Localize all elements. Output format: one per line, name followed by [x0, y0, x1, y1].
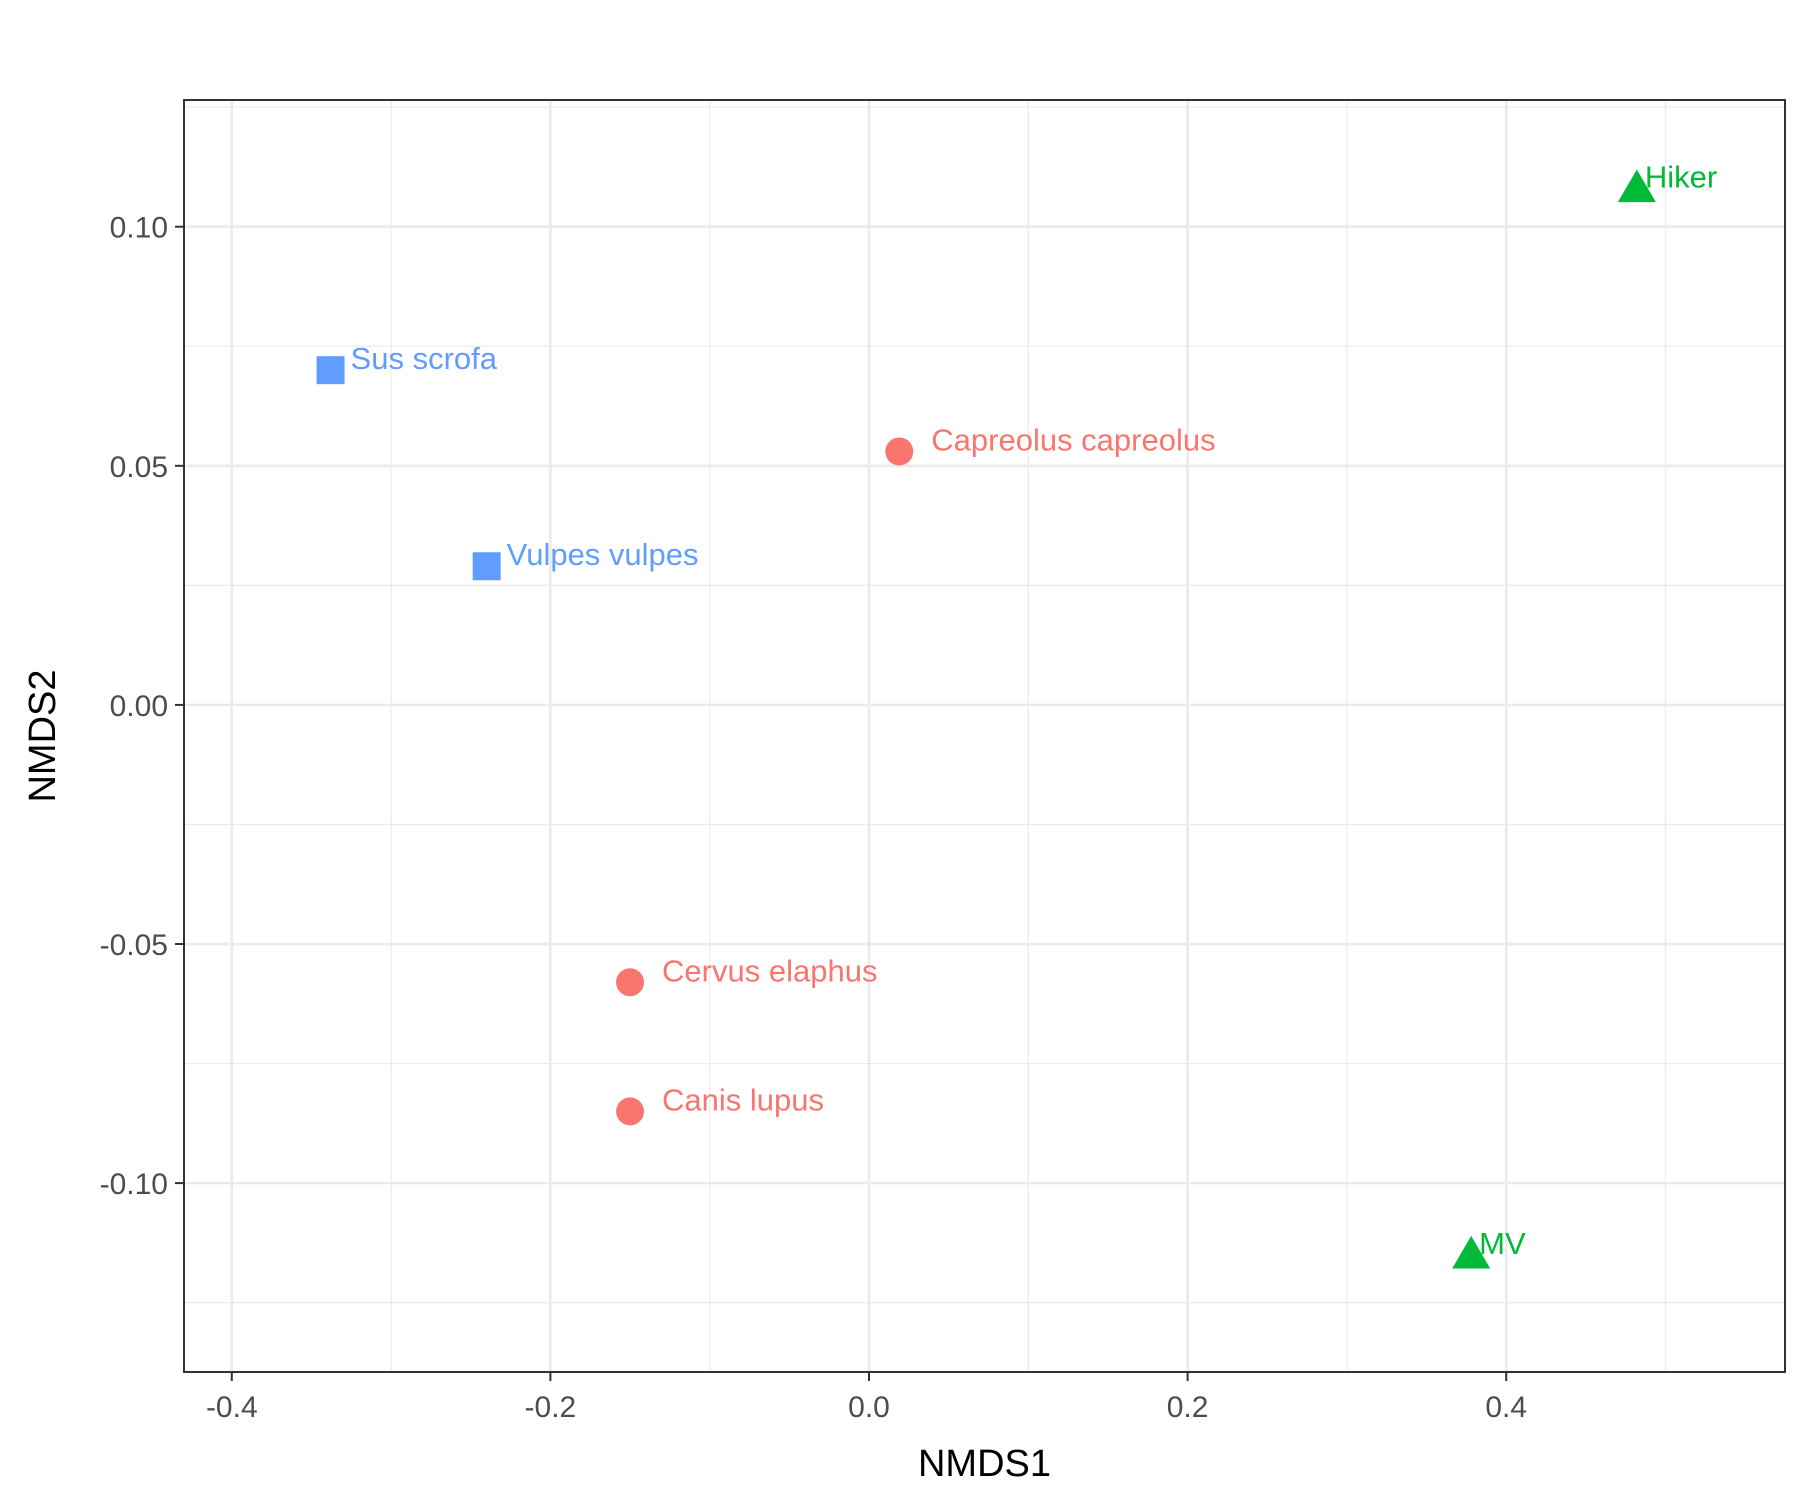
point-capreolus-capreolus: [885, 437, 914, 466]
major-gridlines: [184, 100, 1785, 1372]
panel-background: [184, 100, 1785, 1372]
label-canis-lupus: Canis lupus: [662, 1082, 824, 1117]
point-sus-scrofa: [316, 356, 345, 385]
minor-gridlines: [184, 100, 1785, 1372]
y-axis-title: NMDS2: [22, 669, 64, 802]
y-tick-label: -0.05: [100, 929, 168, 962]
label-cervus-elaphus: Cervus elaphus: [662, 953, 877, 988]
data-points: [316, 169, 1656, 1269]
x-axis-title: NMDS1: [918, 1443, 1051, 1485]
y-axis-ticks: -0.10 -0.05 0.00 0.05 0.10: [100, 212, 184, 1201]
x-axis-ticks: -0.4 -0.2 0.0 0.2 0.4: [206, 1372, 1527, 1424]
x-tick-label: -0.4: [206, 1391, 258, 1424]
x-tick-label: 0.4: [1485, 1391, 1527, 1424]
point-hiker: [1617, 169, 1656, 203]
panel-border: [183, 99, 1786, 1373]
label-vulpes-vulpes: Vulpes vulpes: [507, 537, 699, 572]
x-tick-label: 0.0: [848, 1391, 890, 1424]
point-mv: [1452, 1235, 1491, 1269]
point-labels: Capreolus capreolus Cervus elaphus Canis l…: [351, 159, 1718, 1260]
point-canis-lupus: [616, 1097, 645, 1126]
point-vulpes-vulpes: [472, 552, 501, 581]
label-hiker: Hiker: [1645, 159, 1717, 194]
label-capreolus-capreolus: Capreolus capreolus: [931, 422, 1215, 457]
y-tick-label: -0.10: [100, 1168, 168, 1201]
point-cervus-elaphus: [616, 968, 645, 997]
label-sus-scrofa: Sus scrofa: [351, 341, 498, 376]
label-mv: MV: [1479, 1226, 1526, 1261]
x-tick-label: -0.2: [525, 1391, 577, 1424]
x-tick-label: 0.2: [1167, 1391, 1209, 1424]
y-tick-label: 0.05: [110, 451, 168, 484]
y-tick-label: 0.00: [110, 690, 168, 723]
y-tick-label: 0.10: [110, 212, 168, 245]
